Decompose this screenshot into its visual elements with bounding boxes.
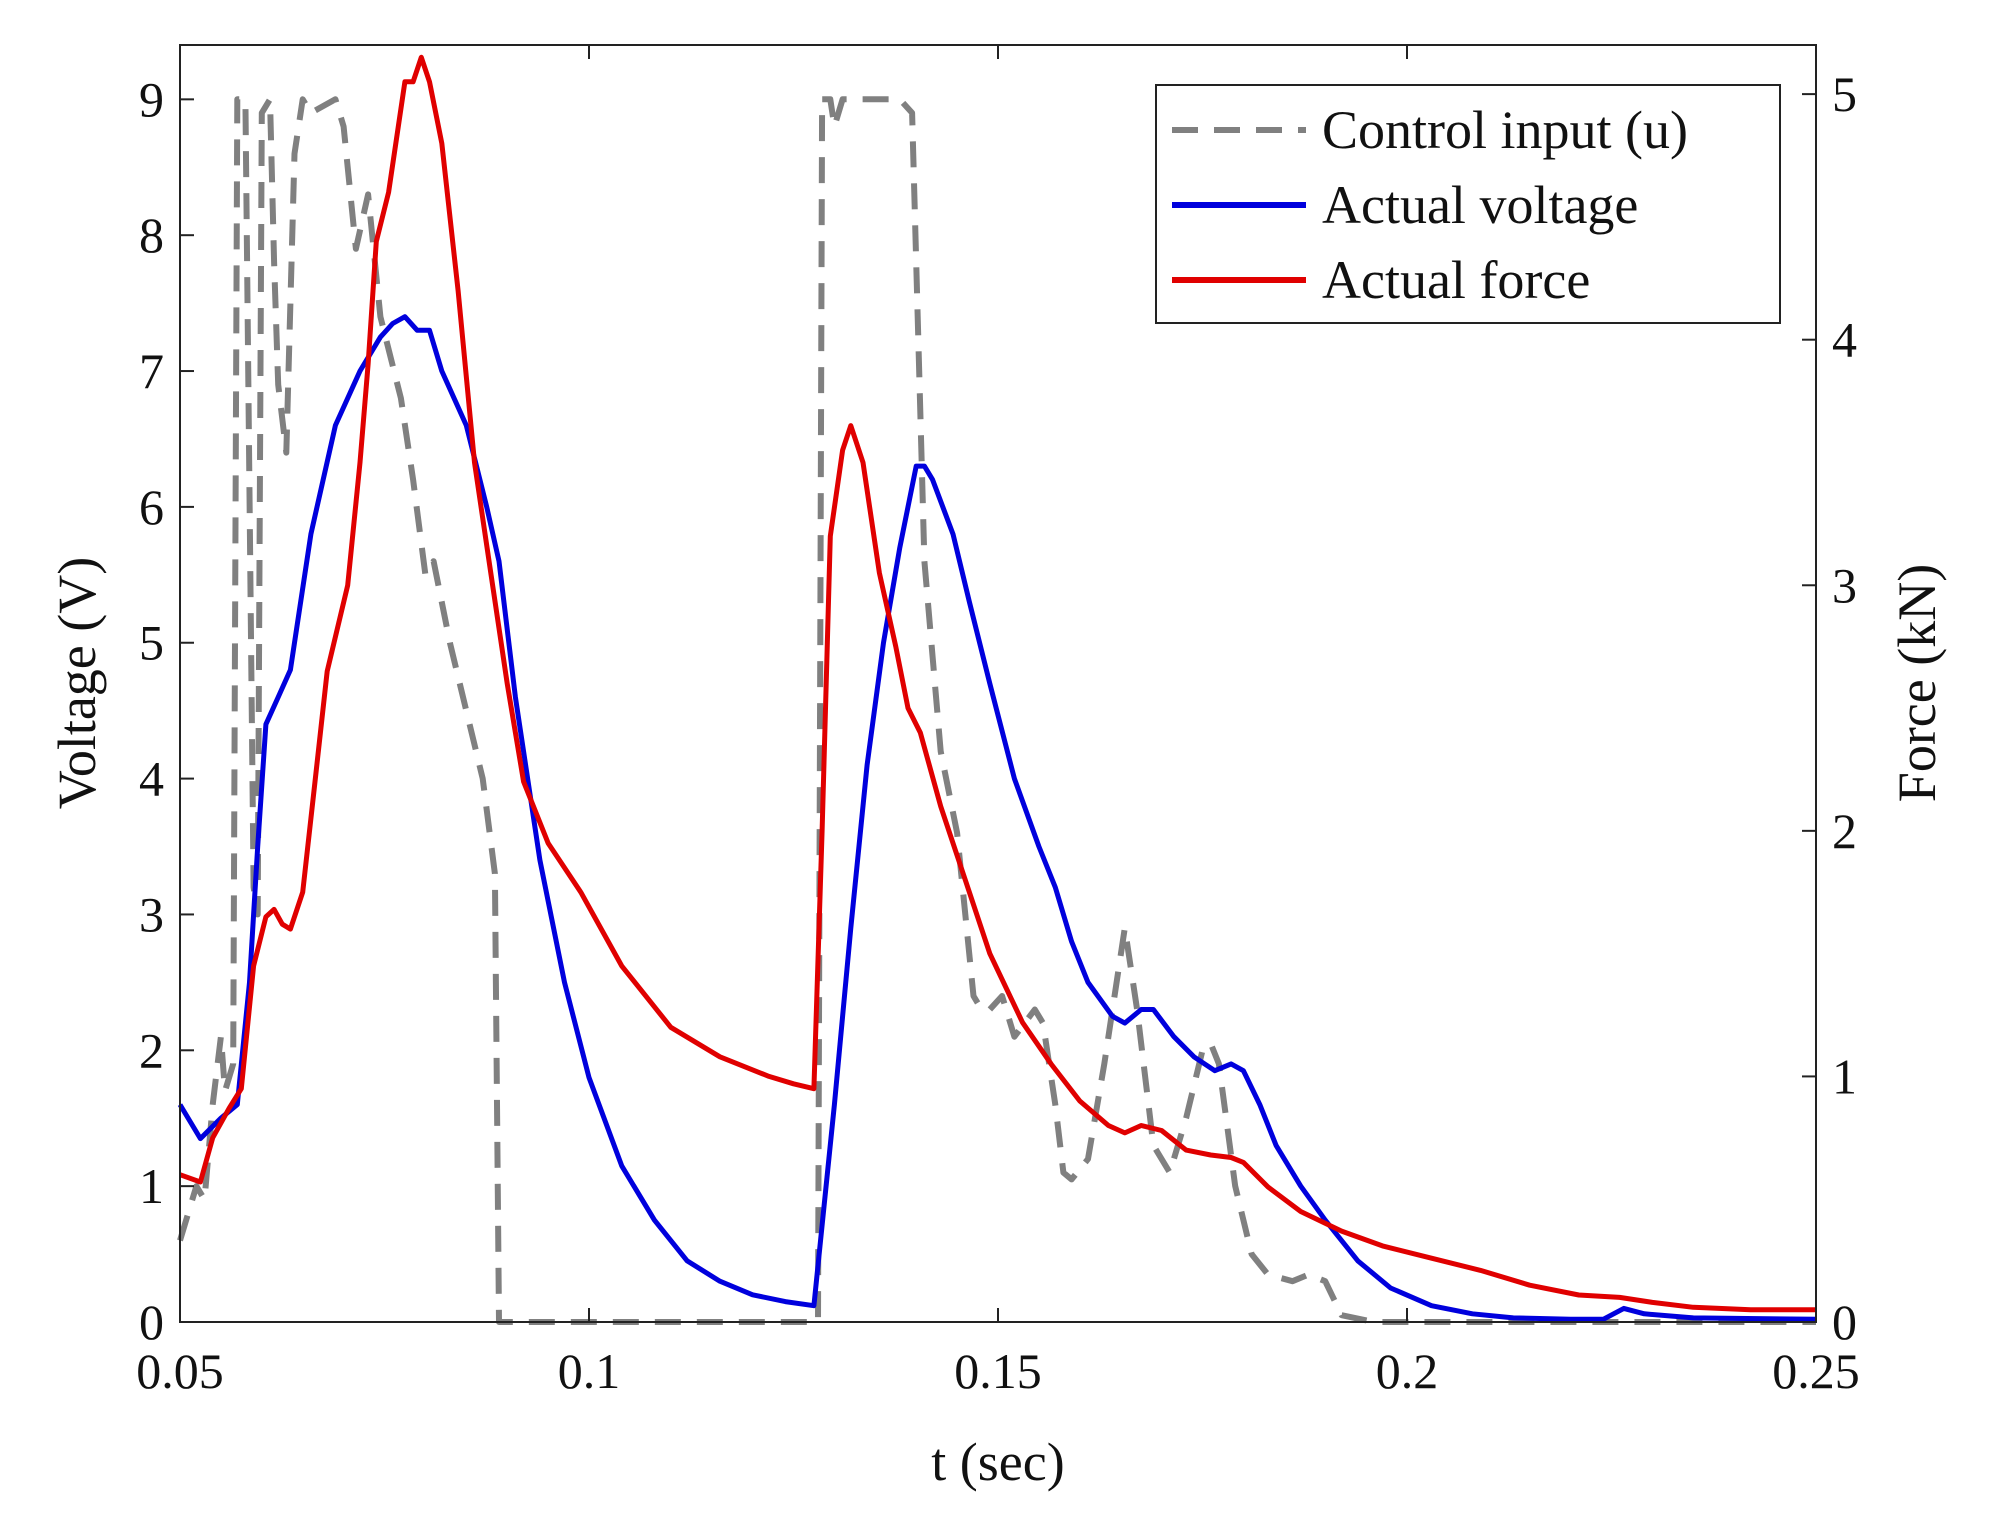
y2-tick-label: 1	[1832, 1048, 1857, 1104]
y2-tick-label: 2	[1832, 803, 1857, 859]
y-tick-label: 7	[139, 343, 164, 399]
y2-tick-label: 3	[1832, 557, 1857, 613]
x-tick-label: 0.05	[136, 1343, 224, 1399]
y-axis-label: Voltage (V)	[47, 557, 107, 809]
y-tick-label: 0	[139, 1294, 164, 1350]
legend: Control input (u) Actual voltage Actual …	[1155, 84, 1781, 324]
legend-label-actual-force: Actual force	[1322, 250, 1590, 310]
y-tick-label: 4	[139, 751, 164, 807]
x-tick-label: 0.1	[558, 1343, 621, 1399]
y-tick-label: 6	[139, 479, 164, 535]
y-tick-label: 3	[139, 886, 164, 942]
y2-tick-label: 5	[1832, 66, 1857, 122]
y-tick-label: 8	[139, 207, 164, 263]
x-tick-label: 0.2	[1376, 1343, 1439, 1399]
y-tick-label: 9	[139, 71, 164, 127]
y2-tick-label: 0	[1832, 1294, 1857, 1350]
legend-label-control-input: Control input (u)	[1322, 100, 1688, 160]
y-tick-label: 1	[139, 1158, 164, 1214]
y-tick-label: 2	[139, 1022, 164, 1078]
series-line-actual-voltage	[177, 314, 1817, 1322]
series-line-control-input-u	[177, 96, 1816, 1325]
x-tick-label: 0.15	[954, 1343, 1042, 1399]
x-axis-label: t (sec)	[931, 1432, 1064, 1492]
y-tick-label: 5	[139, 615, 164, 671]
series-line-actual-force	[179, 54, 1816, 1313]
x-tick-label: 0.25	[1772, 1343, 1860, 1399]
series-layer	[177, 54, 1817, 1325]
legend-label-actual-voltage: Actual voltage	[1322, 175, 1638, 235]
y2-axis-label: Force (kN)	[1887, 564, 1947, 802]
y2-tick-label: 4	[1832, 312, 1857, 368]
